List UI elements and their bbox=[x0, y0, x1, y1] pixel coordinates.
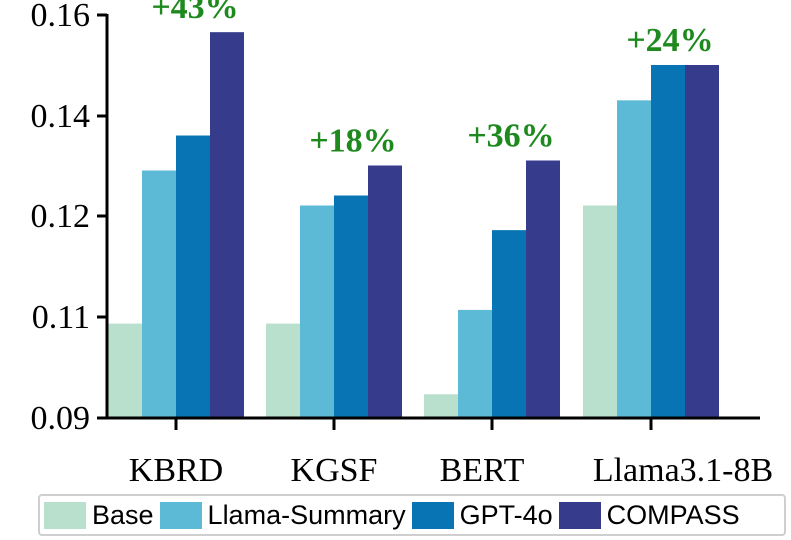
legend-swatch bbox=[159, 501, 202, 529]
improvement-annotation: +24% bbox=[626, 22, 713, 59]
y-ticks-group: 0.09 0.11 0.12 0.14 0.16 bbox=[31, 0, 107, 437]
legend-item: Llama-Summary bbox=[159, 499, 406, 531]
bar-compass-3 bbox=[685, 64, 719, 419]
improvement-annotation: +36% bbox=[467, 118, 554, 155]
bar-base-0 bbox=[108, 323, 142, 418]
y-tick-label: 0.12 bbox=[31, 198, 91, 235]
legend-label: COMPASS bbox=[606, 499, 740, 530]
bar-compass-0 bbox=[210, 32, 244, 419]
bar-chart: +43% +18% +36% +24% 0.09 0.11 0.12 0.14 0.16 KB… bbox=[31, 0, 774, 489]
legend-label: GPT-4o bbox=[459, 499, 553, 530]
legend-item: GPT-4o bbox=[411, 499, 553, 531]
bar-llama-summary-1 bbox=[300, 205, 334, 418]
bar-llama-summary-2 bbox=[458, 309, 492, 418]
y-tick-label: 0.11 bbox=[32, 299, 90, 336]
y-tick-label: 0.16 bbox=[31, 0, 91, 34]
improvement-annotation: +18% bbox=[309, 123, 396, 160]
x-tick-label: Llama3.1-8B bbox=[593, 452, 773, 489]
annotations-group: +43% +18% +36% +24% bbox=[151, 0, 713, 160]
y-tick-label: 0.09 bbox=[31, 400, 91, 437]
bar-gpt-4o-3 bbox=[651, 64, 685, 419]
legend-swatch bbox=[411, 501, 454, 529]
bar-base-3 bbox=[583, 205, 617, 418]
bar-gpt-4o-0 bbox=[176, 135, 210, 418]
legend-swatch bbox=[558, 501, 601, 529]
legend-item: COMPASS bbox=[558, 499, 740, 531]
bar-base-2 bbox=[424, 394, 458, 418]
improvement-annotation: +43% bbox=[151, 0, 238, 26]
legend-label: Llama-Summary bbox=[207, 499, 406, 530]
bar-compass-1 bbox=[368, 165, 402, 418]
legend-label: Base bbox=[92, 499, 154, 530]
legend-swatch bbox=[44, 501, 86, 529]
x-tick-label: KGSF bbox=[291, 452, 378, 489]
bar-llama-summary-0 bbox=[142, 170, 176, 418]
y-tick-label: 0.14 bbox=[31, 98, 91, 135]
bars-group bbox=[108, 32, 719, 419]
bar-base-1 bbox=[266, 323, 300, 418]
x-tick-label: BERT bbox=[440, 452, 525, 489]
bar-gpt-4o-1 bbox=[334, 195, 368, 418]
x-tick-label: KBRD bbox=[129, 452, 223, 489]
bar-llama-summary-3 bbox=[617, 100, 651, 418]
legend: Base Llama-Summary GPT-4o COMPASS bbox=[38, 494, 786, 536]
legend-item: Base bbox=[44, 500, 154, 531]
bar-gpt-4o-2 bbox=[492, 230, 526, 418]
x-ticks-group: KBRD KGSF BERT Llama3.1-8B bbox=[129, 418, 773, 489]
bar-compass-2 bbox=[526, 160, 560, 418]
